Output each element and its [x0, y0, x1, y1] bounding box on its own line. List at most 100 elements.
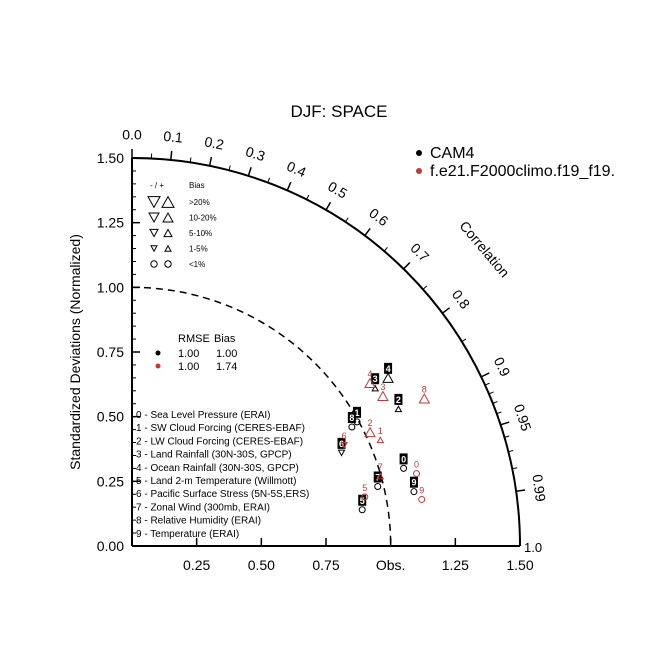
correlation-tick-label: 0.8	[449, 287, 474, 312]
x-tick-label: 1.25	[442, 557, 469, 573]
bias-header: Bias	[214, 333, 236, 345]
correlation-minor-tick	[228, 165, 231, 171]
correlation-tick	[364, 227, 371, 237]
data-point-label: 3	[380, 382, 385, 392]
axes: 0.000.250.500.751.001.251.500.25 0.50 0.75…	[97, 150, 542, 573]
correlation-tick-label: 0.4	[284, 158, 308, 181]
data-point-label-box	[347, 412, 356, 424]
correlation-minor-tick	[492, 401, 498, 404]
data-point: 3	[371, 373, 380, 392]
data-point-label-box	[399, 453, 408, 465]
correlation-tick-label: 0.3	[244, 143, 268, 164]
correlation-tick-label: 0.99	[529, 473, 549, 502]
variable-list-item: 7 - Zonal Wind (300mb, ERAI)	[136, 502, 270, 513]
bias-marker-legend: - / + Bias >20% 10-20% 5-10% 1-5% <1%	[147, 181, 217, 269]
correlation-tick-label: 0.0	[122, 127, 142, 143]
rmse-header: RMSE	[178, 333, 210, 345]
data-point-label-box	[371, 373, 380, 385]
bias-legend-label: 10-20%	[189, 214, 217, 223]
data-point-marker	[382, 372, 394, 383]
obs-label: Obs.	[376, 557, 406, 573]
data-point: 1	[376, 426, 385, 444]
data-point: 8	[347, 412, 356, 431]
legend-label: f.e21.F2000climo.f19_f19.	[430, 163, 615, 180]
rmse-value: 1.00	[178, 361, 199, 373]
y-tick-label: 1.00	[97, 279, 124, 295]
data-point: 4	[364, 369, 376, 389]
data-point: 3	[377, 382, 389, 401]
bias-legend-down-marker	[150, 245, 158, 253]
x-tick-label: 0.75	[312, 557, 339, 573]
bias-value: 1.00	[216, 348, 237, 360]
data-point: 6	[340, 431, 348, 449]
correlation-minor-tick	[484, 382, 490, 386]
correlation-tick-label: 0.7	[407, 240, 432, 265]
data-point-label-box	[353, 406, 362, 418]
data-point-marker	[418, 495, 426, 503]
data-point-marker	[394, 405, 403, 413]
correlation-tick	[500, 421, 510, 426]
bias-legend-up-marker	[163, 228, 173, 238]
correlation-tick	[170, 150, 173, 161]
y-tick-label: 1.25	[97, 215, 124, 231]
x-axis-end-label: 1.0	[524, 540, 542, 555]
bias-legend-label: 1-5%	[189, 245, 208, 254]
correlation-tick	[403, 261, 411, 270]
data-point-marker	[371, 384, 379, 392]
bias-legend-sign-header: - / +	[150, 181, 164, 190]
data-point: 5	[361, 483, 369, 501]
data-point-label: 1	[355, 408, 360, 418]
data-point: 0	[413, 460, 421, 478]
correlation-minor-tick	[422, 285, 428, 290]
bias-legend-label: 5-10%	[189, 229, 212, 238]
correlation-tick-label: 0.95	[511, 402, 535, 433]
bias-legend-down-marker	[148, 212, 160, 224]
variable-list-item: 9 - Temperature (ERAI)	[136, 529, 239, 540]
data-point-label: 5	[360, 496, 365, 506]
data-point-label: 9	[419, 485, 424, 495]
correlation-minor-tick	[267, 177, 271, 183]
correlation-minor-tick	[496, 411, 502, 415]
bias-legend-label: <1%	[189, 260, 205, 269]
data-point-marker	[337, 449, 346, 457]
data-point: 2	[364, 418, 376, 438]
variable-list: 0 - Sea Level Pressure (ERAI) 1 - SW Clou…	[136, 410, 309, 540]
data-point-marker	[377, 390, 389, 401]
variable-list-item: 0 - Sea Level Pressure (ERAI)	[136, 410, 271, 421]
correlation-axis-label: Correlation	[456, 218, 512, 281]
data-point-label: 3	[373, 374, 378, 384]
data-point-label-box	[394, 393, 403, 405]
y-tick-label: 0.75	[97, 344, 124, 360]
bias-legend-label: >20%	[189, 198, 210, 207]
bias-legend-down-marker	[147, 196, 161, 209]
variable-list-item: 8 - Relative Humidity (ERAI)	[136, 516, 261, 527]
data-point-marker	[364, 377, 376, 389]
correlation-tick	[208, 156, 213, 166]
data-point: 0	[399, 453, 408, 472]
data-point-label: 4	[367, 369, 372, 379]
y-axis-label: Standardized Deviations (Normalized)	[67, 234, 83, 470]
correlation-minor-tick	[383, 247, 388, 252]
data-point-marker	[376, 472, 385, 480]
correlation-minor-tick	[508, 449, 514, 453]
outer-arc	[131, 157, 521, 547]
correlation-minor-tick	[461, 338, 467, 343]
chart-title: DJF: SPACE	[291, 102, 388, 121]
outer-arc-path	[131, 157, 521, 547]
correlation-tick	[286, 181, 292, 191]
correlation-tick-label: 0.2	[203, 133, 225, 153]
data-point-marker	[413, 470, 421, 478]
correlation-minor-tick	[488, 391, 494, 395]
data-point-label: 8	[349, 413, 354, 423]
data-point-label: 2	[396, 395, 401, 405]
variable-list-item: 2 - LW Cloud Forcing (CERES-EBAF)	[136, 436, 303, 447]
data-point-marker	[348, 423, 356, 431]
data-point-marker	[418, 393, 431, 404]
data-point-marker	[340, 441, 348, 449]
data-point: 4	[382, 362, 394, 383]
data-point-label: 1	[378, 426, 383, 436]
correlation-tick-label: 0.5	[325, 178, 350, 202]
correlation-tick-label: 0.1	[163, 128, 184, 146]
